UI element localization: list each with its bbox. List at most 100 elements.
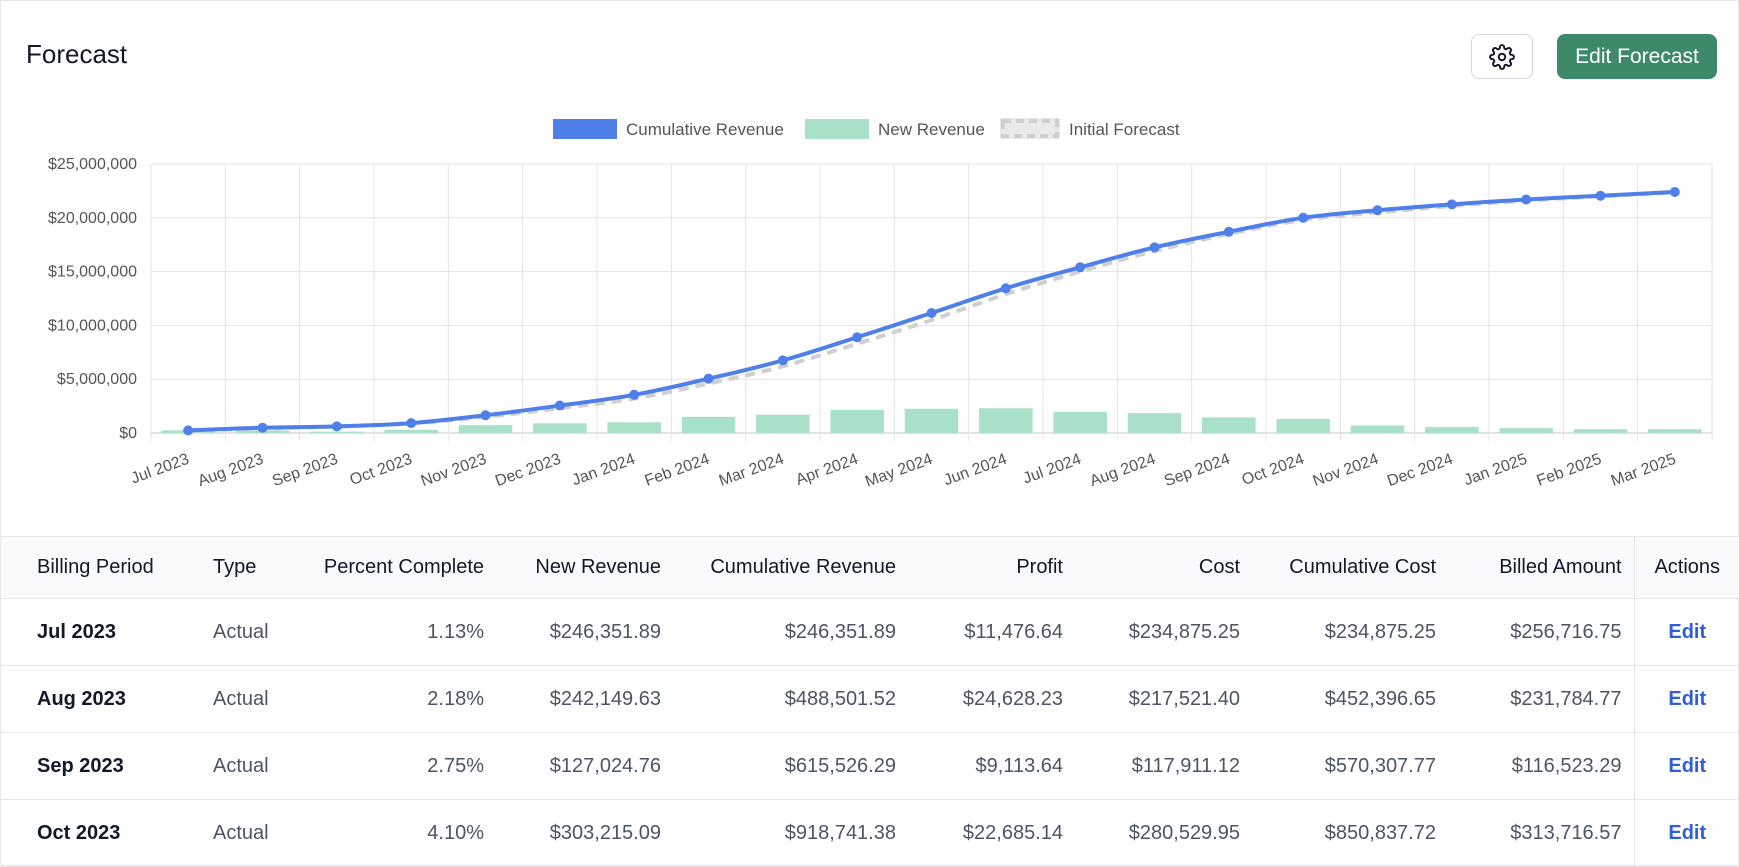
cell-billed-amount: $116,523.29 [1448,732,1634,800]
cumulative-revenue-point [331,421,342,432]
legend-label: Initial Forecast [1069,120,1180,139]
bar [458,425,513,433]
cell-new-revenue: $246,351.89 [496,598,673,666]
x-tick-label: Jul 2024 [1021,451,1084,488]
column-header-percent-complete[interactable]: Percent Complete [296,536,496,599]
cumulative-revenue-point [1446,199,1457,210]
cell-cumulative-cost: $570,307.77 [1252,732,1448,800]
edit-row-link[interactable]: Edit [1668,620,1707,643]
column-header-actions: Actions [1633,536,1739,599]
cell-billed-amount: $231,784.77 [1448,665,1634,733]
table-row: Oct 2023 Actual 4.10% $303,215.09 $918,7… [1,799,1739,867]
x-tick-label: Apr 2024 [794,451,861,489]
bar [1127,413,1182,433]
legend-swatch-dash [1001,119,1059,138]
cell-billing-period: Aug 2023 [1,665,201,733]
cumulative-revenue-point [1521,194,1532,205]
cell-profit: $9,113.64 [908,732,1075,800]
x-tick-label: Feb 2024 [643,451,712,490]
column-header-profit[interactable]: Profit [908,536,1075,599]
cell-percent-complete: 2.18% [296,665,496,733]
x-tick-label: Sep 2024 [1162,451,1232,490]
x-tick-label: Jan 2024 [570,451,638,490]
cumulative-revenue-point [1298,212,1309,223]
cell-cumulative-cost: $850,837.72 [1252,799,1448,867]
x-tick-label: Dec 2023 [493,451,563,490]
cell-actions: Edit [1633,665,1739,733]
cell-percent-complete: 2.75% [296,732,496,800]
edit-row-link[interactable]: Edit [1668,821,1707,844]
cell-cumulative-revenue: $246,351.89 [673,598,908,666]
bar [756,414,810,433]
bar [830,409,884,433]
cell-new-revenue: $303,215.09 [496,799,673,867]
y-tick-label: $10,000,000 [48,317,137,334]
bar [533,423,587,433]
cell-percent-complete: 1.13% [296,598,496,666]
cell-new-revenue: $242,149.63 [496,665,673,733]
column-header-new-revenue[interactable]: New Revenue [496,536,673,599]
cumulative-revenue-point [1075,262,1086,273]
cell-cost: $217,521.40 [1075,665,1252,733]
cell-cumulative-cost: $234,875.25 [1252,598,1448,666]
cumulative-revenue-point [183,425,194,436]
table-header-row: Billing Period Type Percent Complete New… [1,536,1739,599]
x-tick-label: Nov 2024 [1311,451,1381,490]
x-tick-label: Sep 2023 [270,451,340,490]
forecast-header: Forecast Edit Forecast [1,1,1738,111]
table-row: Sep 2023 Actual 2.75% $127,024.76 $615,5… [1,732,1739,800]
x-tick-label: Dec 2024 [1385,451,1455,490]
x-tick-label: Mar 2024 [717,451,786,490]
y-tick-label: $25,000,000 [48,156,137,173]
table-row: Jul 2023 Actual 1.13% $246,351.89 $246,3… [1,598,1739,666]
x-tick-label: Jul 2023 [129,451,192,488]
cell-billing-period: Sep 2023 [1,732,201,800]
x-tick-label: Aug 2024 [1088,451,1158,490]
cell-cumulative-revenue: $615,526.29 [673,732,908,800]
x-tick-label: Nov 2023 [419,451,489,490]
cumulative-revenue-point [1372,205,1383,216]
cell-actions: Edit [1633,598,1739,666]
y-tick-label: $15,000,000 [48,264,137,281]
legend-swatch [553,119,617,139]
settings-button[interactable] [1471,34,1533,79]
gear-icon [1489,43,1515,70]
cell-billing-period: Jul 2023 [1,598,201,666]
edit-row-link[interactable]: Edit [1668,754,1707,777]
bar [1425,427,1479,433]
column-header-cost[interactable]: Cost [1075,536,1252,599]
column-header-type[interactable]: Type [201,536,296,599]
column-header-cumulative-revenue[interactable]: Cumulative Revenue [673,536,908,599]
bar [904,408,959,433]
edit-forecast-button[interactable]: Edit Forecast [1557,34,1717,79]
y-tick-label: $0 [119,425,137,442]
bar [1573,429,1628,433]
column-header-billing-period[interactable]: Billing Period [1,536,201,599]
cell-type: Actual [201,665,296,733]
cumulative-revenue-point [1000,283,1011,294]
cumulative-revenue-point [406,418,417,429]
column-header-cumulative-cost[interactable]: Cumulative Cost [1252,536,1448,599]
x-tick-label: Feb 2025 [1535,451,1604,490]
cell-profit: $22,685.14 [908,799,1075,867]
cell-type: Actual [201,598,296,666]
table-row: Aug 2023 Actual 2.18% $242,149.63 $488,5… [1,665,1739,733]
column-header-billed-amount[interactable]: Billed Amount [1448,536,1634,599]
bar [607,422,661,433]
edit-row-link[interactable]: Edit [1668,687,1707,710]
cumulative-revenue-point [480,410,491,421]
bar [1202,417,1256,433]
cell-cumulative-cost: $452,396.65 [1252,665,1448,733]
bar [979,408,1033,433]
x-tick-label: Jan 2025 [1462,451,1530,490]
legend-label: Cumulative Revenue [626,120,784,139]
cumulative-revenue-point [852,332,863,343]
cumulative-revenue-point [703,373,714,384]
cumulative-revenue-point [926,308,937,319]
cell-actions: Edit [1633,732,1739,800]
x-tick-label: Oct 2024 [1240,451,1307,489]
cell-actions: Edit [1633,799,1739,867]
x-tick-label: Jun 2024 [942,451,1010,490]
bar [384,429,438,433]
